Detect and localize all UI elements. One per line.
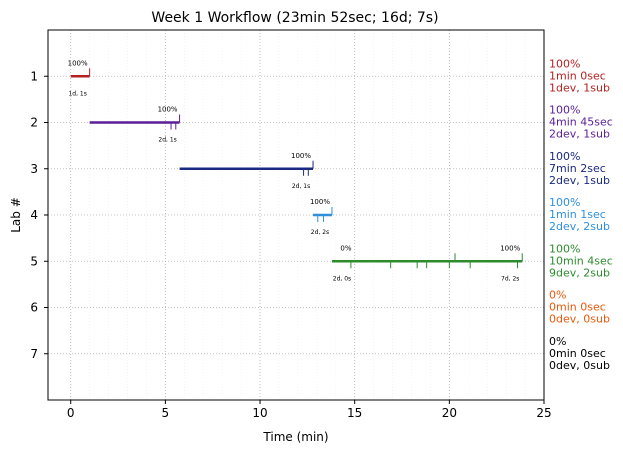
lab-1-end-pct: 100% (68, 59, 88, 67)
lab-7-summary-line: 0min 0sec (549, 347, 606, 360)
lab-1-summary-line: 1min 0sec (549, 69, 606, 82)
lab-3-sub-label: 2d, 1s (292, 183, 310, 190)
lab-5-start-pct: 0% (340, 244, 351, 252)
lab-2-sub-label: 2d, 1s (158, 137, 176, 144)
lab-4-summary-line: 1min 1sec (549, 208, 606, 221)
lab-6-summary-line: 0dev, 0sub (549, 313, 610, 326)
y-tick-label: 6 (30, 301, 38, 315)
x-axis: 0 5 10 15 20 25 (67, 400, 552, 420)
lab-3-summary-line: 100% (549, 150, 580, 163)
lab-4-summary-line: 100% (549, 196, 580, 209)
lab-3-summary-line: 7min 2sec (549, 162, 606, 175)
lab-3-summary-line: 2dev, 1sub (549, 174, 610, 187)
y-axis: 1 2 3 4 5 6 7 (30, 69, 48, 361)
plot-frame (47, 29, 545, 401)
lab-bars: 100% 1d, 1s 100% 2d, 1s 100% 2d, 1s 100% 2d, 2s… (68, 59, 523, 282)
lab-5-summary-line: 9dev, 2sub (549, 266, 610, 279)
lab-4-summary-line: 2dev, 2sub (549, 220, 610, 233)
x-tick-label: 0 (67, 406, 75, 420)
lab-2-end-pct: 100% (158, 106, 178, 114)
chart-title: Week 1 Workflow (23min 52sec; 16d; 7s) (151, 10, 438, 26)
y-tick-label: 7 (30, 347, 38, 361)
grid (48, 30, 545, 400)
lab-2-summary-line: 2dev, 1sub (549, 128, 610, 141)
lab-6-summary-line: 0min 0sec (549, 301, 606, 314)
x-axis-label: Time (min) (262, 430, 328, 444)
y-tick-label: 5 (30, 254, 38, 268)
x-tick-label: 15 (347, 406, 362, 420)
y-tick-label: 2 (30, 116, 38, 130)
lab-5-sub-label-start: 2d, 0s (333, 275, 351, 282)
lab-3-end-pct: 100% (291, 152, 311, 160)
x-tick-label: 25 (536, 406, 551, 420)
y-tick-label: 3 (30, 162, 38, 176)
lab-5-sub-label: 7d, 2s (501, 275, 519, 282)
lab-5-end-pct: 100% (500, 244, 520, 252)
x-tick-label: 5 (162, 406, 170, 420)
lab-7-summary-line: 0% (549, 335, 566, 348)
lab-1-summary-line: 1dev, 1sub (549, 81, 610, 94)
lab-5-summary-line: 100% (549, 242, 580, 255)
lab-1-summary-line: 100% (549, 57, 580, 70)
lab-4-end-pct: 100% (310, 198, 330, 206)
lab-2-summary-line: 4min 45sec (549, 116, 613, 129)
lab-2-summary-line: 100% (549, 104, 580, 117)
x-tick-label: 10 (252, 406, 267, 420)
lab-1-sub-label: 1d, 1s (68, 90, 86, 97)
y-axis-label: Lab # (9, 197, 23, 233)
x-tick-label: 20 (442, 406, 457, 420)
lab-7-summary-line: 0dev, 0sub (549, 359, 610, 372)
lab-6-summary-line: 0% (549, 289, 566, 302)
lab-5-summary-line: 10min 4sec (549, 254, 613, 267)
y-tick-label: 4 (30, 208, 38, 222)
y-tick-label: 1 (30, 69, 38, 83)
lab-4-sub-label: 2d, 2s (311, 229, 329, 236)
